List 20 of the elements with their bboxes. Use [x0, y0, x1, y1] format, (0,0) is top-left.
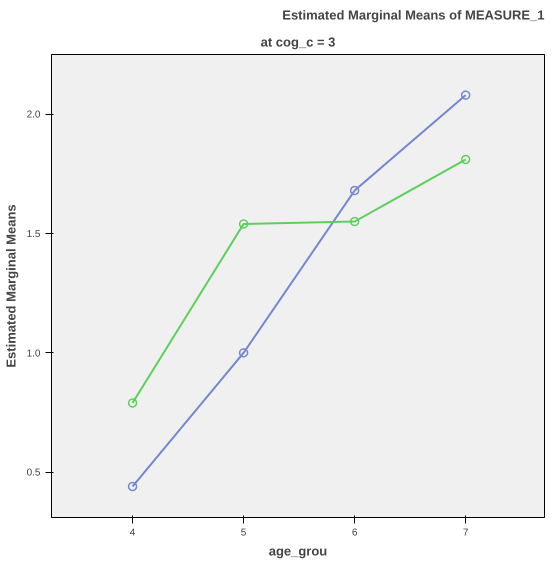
- x-tick-label: 7: [462, 528, 469, 538]
- y-tick-label: 2.0: [26, 110, 41, 121]
- y-tick-label: 0.5: [26, 468, 41, 479]
- y-axis-title: Estimated Marginal Means: [4, 204, 19, 368]
- point: [350, 216, 360, 226]
- point: [238, 219, 248, 229]
- x-tick-label: 6: [352, 528, 358, 538]
- point: [128, 482, 138, 492]
- point: [350, 186, 360, 196]
- x-axis-title: age_grou: [268, 544, 328, 558]
- point: [238, 348, 248, 358]
- y-tick-label: 1.0: [26, 348, 41, 360]
- x-tick-label: 4: [130, 528, 136, 538]
- point: [460, 154, 470, 164]
- y-tick-label: 1.5: [26, 228, 41, 240]
- x-tick-label: 5: [240, 528, 247, 538]
- chart-title: Estimated Marginal Means of MEASURE_1: [282, 8, 545, 22]
- chart-subtitle: at cog_c = 3: [260, 34, 336, 50]
- point: [460, 90, 470, 100]
- point: [128, 398, 138, 408]
